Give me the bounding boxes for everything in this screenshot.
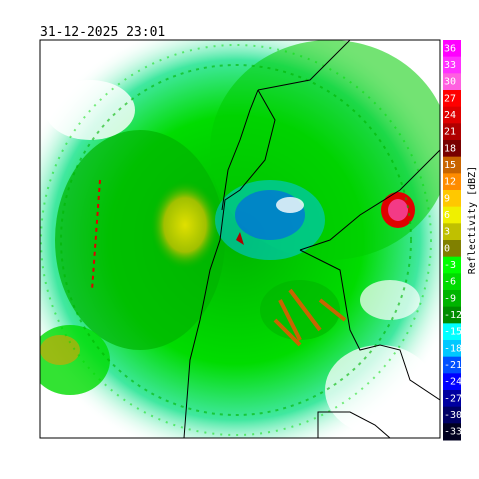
colorbar-label: Reflectivity [dBZ] (467, 166, 478, 274)
colorbar-level: 3 (444, 227, 450, 238)
colorbar-cell (443, 140, 461, 158)
colorbar-level: 18 (444, 143, 456, 154)
colorbar-cell (443, 373, 461, 391)
colorbar-level: -21 (444, 360, 462, 371)
colorbar-cell (443, 173, 461, 191)
colorbar-level: -18 (444, 343, 462, 354)
colorbar-level: -15 (444, 327, 462, 338)
colorbar-cell (443, 106, 461, 124)
colorbar-cell (443, 356, 461, 374)
colorbar-cell (443, 423, 461, 441)
colorbar-level: 12 (444, 177, 456, 188)
colorbar-cell (443, 56, 461, 74)
colorbar-cell (443, 206, 461, 224)
colorbar-level: 36 (444, 43, 456, 54)
colorbar-cell (443, 223, 461, 241)
colorbar-cell (443, 73, 461, 91)
colorbar-cell (443, 323, 461, 341)
colorbar-level: -9 (444, 293, 456, 304)
colorbar-cell (443, 406, 461, 424)
colorbar-level: 21 (444, 127, 456, 138)
colorbar-level: 27 (444, 93, 456, 104)
colorbar-level: -3 (444, 260, 456, 271)
colorbar-level: -24 (444, 377, 462, 388)
colorbar-level: 6 (444, 210, 450, 221)
colorbar-level: -6 (444, 277, 456, 288)
colorbar-level: -12 (444, 310, 462, 321)
colorbar-level: 0 (444, 243, 450, 254)
colorbar-cell (443, 240, 461, 258)
colorbar-cell (443, 190, 461, 208)
colorbar-cell (443, 290, 461, 308)
colorbar-cell (443, 123, 461, 141)
colorbar-level: -33 (444, 427, 462, 438)
colorbar-level: -27 (444, 393, 462, 404)
colorbar-level: -30 (444, 410, 462, 421)
colorbar-cell (443, 156, 461, 174)
colorbar-cell (443, 340, 461, 358)
colorbar-cell (443, 256, 461, 274)
timestamp: 31-12-2025 23:01 (40, 25, 165, 40)
colorbar-level: 30 (444, 77, 456, 88)
colorbar-level: 15 (444, 160, 456, 171)
colorbar-cell (443, 306, 461, 324)
colorbar-cell (443, 273, 461, 291)
colorbar-cell (443, 390, 461, 408)
radar-image (40, 40, 440, 438)
colorbar-level: 33 (444, 60, 456, 71)
map-frame (39, 39, 441, 439)
colorbar: 3633302724211815129630-3-6-9-12-15-18-21… (443, 40, 462, 441)
colorbar-cell (443, 90, 461, 108)
colorbar-level: 24 (444, 110, 456, 121)
colorbar-cell (443, 40, 461, 58)
colorbar-level: 9 (444, 193, 450, 204)
